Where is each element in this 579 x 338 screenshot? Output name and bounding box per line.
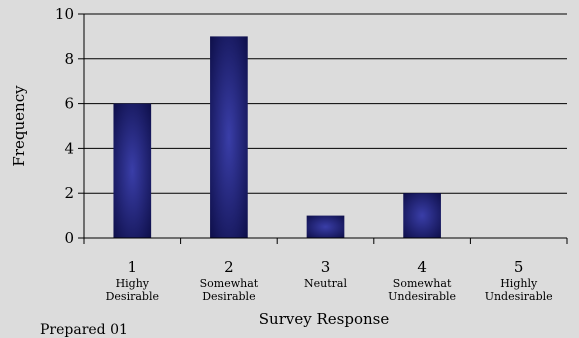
bar-4 (403, 193, 441, 238)
x-tick-label: 1 (128, 258, 138, 276)
x-axis-title: Survey Response (259, 310, 390, 328)
bars (113, 36, 441, 239)
y-tick-label: 2 (64, 184, 74, 202)
x-category-description: Neutral (304, 277, 347, 290)
x-category-description: Somewhat (200, 277, 259, 290)
x-tick-label: 2 (224, 258, 234, 276)
bar-2 (210, 36, 248, 239)
axes (78, 13, 568, 244)
footnote: Prepared 01 (40, 322, 128, 338)
x-category-description: Undesirable (485, 290, 553, 303)
bar-3 (306, 215, 345, 238)
y-axis-title: Frequency (10, 85, 28, 167)
y-tick-label: 0 (64, 229, 74, 247)
y-tick-label: 4 (64, 139, 74, 157)
x-tick-label: 5 (514, 258, 524, 276)
y-tick-label: 6 (64, 95, 74, 113)
x-category-description: Highly (500, 277, 538, 290)
x-category-description: Somewhat (393, 277, 452, 290)
x-category-description: Highy (116, 277, 150, 290)
y-tick-label: 8 (64, 50, 74, 68)
x-tick-label: 3 (321, 258, 331, 276)
x-category-description: Desirable (202, 290, 255, 303)
x-tick-label: 4 (417, 258, 427, 276)
y-tick-label: 10 (55, 5, 74, 23)
bar-1 (113, 103, 152, 238)
gridlines (84, 13, 567, 194)
x-category-description: Desirable (106, 290, 159, 303)
labels: 02468101HighyDesirable2SomewhatDesirable… (55, 5, 553, 303)
x-category-description: Undesirable (388, 290, 456, 303)
